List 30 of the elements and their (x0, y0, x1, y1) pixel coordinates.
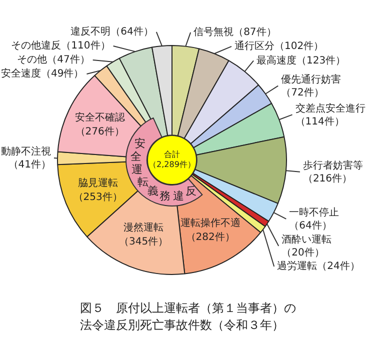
data-label: （72件） (281, 87, 324, 98)
slice-label: 歩行者妨害等 (302, 159, 363, 172)
data-label: （216件） (302, 173, 352, 184)
slice-label: 最高速度（123件） (256, 54, 346, 66)
data-label: （276件） (75, 126, 124, 138)
slice-label: 優先通行妨害 (281, 73, 342, 86)
slice-label: 過労運転（24件） (277, 260, 360, 272)
text: 合計（2,289件） (147, 135, 197, 185)
slice-label: 通行区分（102件） (234, 40, 324, 52)
data-label: （114件） (295, 116, 344, 128)
data-label: （345件） (119, 236, 168, 248)
slice-label: 違反不明（64件） (70, 26, 154, 38)
text: 図５ 原付以上運転者（第１当事者）の法令違反別死亡事故件数（令和３年） (80, 300, 297, 334)
data-label: （253件） (73, 192, 122, 203)
slice-label: 酒酔い運転 (282, 234, 332, 246)
slice-label: 動静不注視 (1, 146, 51, 158)
data-label: （41件） (8, 160, 51, 171)
slice-label: その他（47件） (17, 54, 90, 66)
slice-label: 信号無視（87件） (194, 26, 276, 38)
slice-label: その他違反（110件） (11, 40, 110, 52)
slice-label: 運転操作不適 (180, 217, 240, 229)
slice-label: 一時不停止 (289, 206, 340, 219)
slice-label: 安全不確認 (74, 112, 125, 124)
slice-label: 安全速度（49件） (0, 68, 84, 80)
data-label: （20件） (282, 248, 324, 259)
slice-label: 漫然運転 (124, 222, 164, 234)
data-label: （282件） (186, 232, 235, 243)
slice-label: 脇見運転 (78, 176, 118, 189)
slice-label: 交差点安全進行 (295, 102, 366, 114)
data-label: （64件） (289, 220, 332, 232)
